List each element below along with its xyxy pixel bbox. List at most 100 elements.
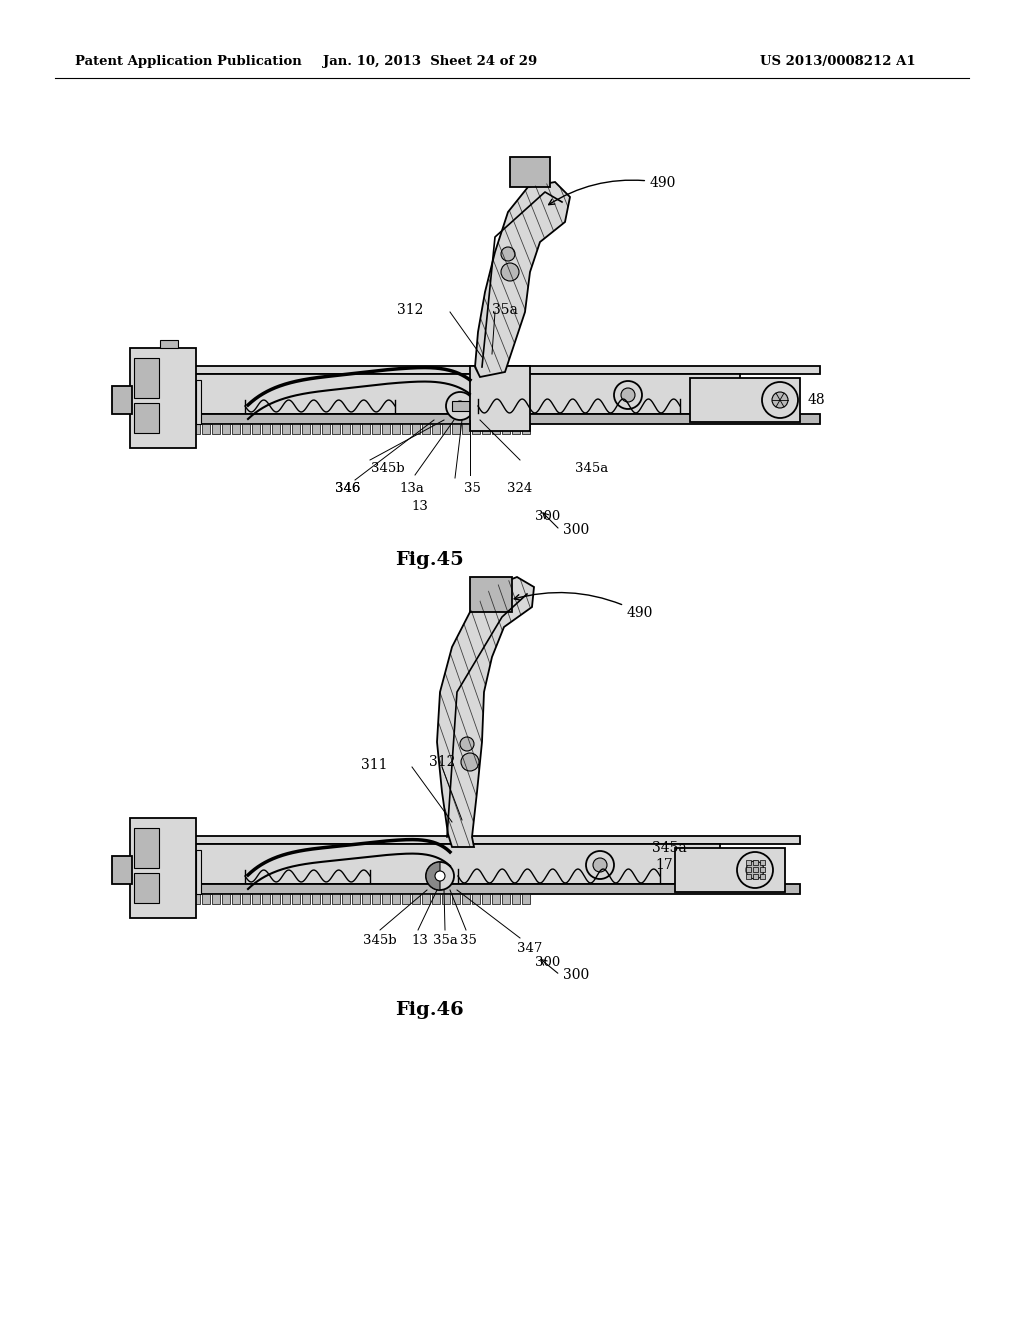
Bar [422, 894, 430, 904]
Bar [242, 894, 250, 904]
Bar [312, 894, 319, 904]
Bar [492, 894, 500, 904]
Bar [362, 894, 370, 904]
Polygon shape [510, 157, 550, 187]
Bar [196, 850, 201, 894]
Bar [753, 867, 758, 873]
Text: 300: 300 [536, 957, 560, 969]
Text: 312: 312 [397, 304, 423, 317]
Text: US 2013/0008212 A1: US 2013/0008212 A1 [760, 55, 915, 69]
Bar [432, 424, 440, 434]
Bar [502, 424, 510, 434]
Bar [746, 861, 751, 865]
Bar [512, 424, 520, 434]
Bar [322, 894, 330, 904]
Polygon shape [470, 577, 512, 612]
Bar [470, 366, 530, 432]
Bar [512, 894, 520, 904]
Text: 490: 490 [514, 593, 653, 620]
Circle shape [621, 388, 635, 403]
Bar [130, 818, 196, 917]
Bar [148, 836, 800, 843]
Bar [342, 424, 350, 434]
Circle shape [426, 862, 454, 890]
Bar [482, 894, 490, 904]
Text: 324: 324 [507, 482, 532, 495]
Bar [222, 894, 230, 904]
Bar [675, 847, 785, 892]
Text: 345b: 345b [364, 933, 397, 946]
Text: 48: 48 [808, 393, 825, 407]
Bar [382, 894, 390, 904]
Text: 312: 312 [429, 755, 456, 770]
Text: 35a: 35a [432, 933, 458, 946]
Bar [746, 867, 751, 873]
Bar [482, 424, 490, 434]
Bar [432, 894, 440, 904]
Text: 345a: 345a [575, 462, 608, 474]
Bar [292, 424, 300, 434]
Bar [162, 894, 170, 904]
Text: 346: 346 [335, 482, 360, 495]
Bar [746, 874, 751, 879]
Text: 17: 17 [655, 858, 673, 873]
Bar [232, 424, 240, 434]
Wedge shape [426, 862, 440, 890]
Bar [134, 403, 159, 433]
Bar [322, 424, 330, 434]
Text: 35: 35 [464, 482, 480, 495]
Bar [112, 855, 132, 884]
Bar [182, 894, 190, 904]
Text: 13: 13 [412, 499, 428, 512]
Circle shape [446, 392, 474, 420]
Bar [152, 424, 160, 434]
Bar [172, 424, 180, 434]
Bar [753, 874, 758, 879]
Bar [272, 424, 280, 434]
Bar [760, 861, 765, 865]
Text: 346: 346 [335, 482, 360, 495]
Bar [148, 843, 720, 884]
Bar [522, 894, 530, 904]
Text: 490: 490 [549, 176, 677, 205]
Bar [212, 424, 220, 434]
Bar [502, 894, 510, 904]
Circle shape [746, 861, 764, 879]
Text: 347: 347 [517, 941, 543, 954]
Bar [193, 894, 200, 904]
Text: 311: 311 [360, 758, 387, 772]
Circle shape [586, 851, 614, 879]
Bar [134, 828, 159, 869]
Text: 35: 35 [460, 933, 476, 946]
Bar [402, 894, 410, 904]
Circle shape [501, 247, 515, 261]
Bar [332, 894, 340, 904]
Bar [442, 424, 450, 434]
Bar [452, 401, 470, 411]
Bar [302, 424, 310, 434]
Text: 35a: 35a [493, 304, 518, 317]
Bar [282, 424, 290, 434]
Bar [160, 341, 178, 348]
Polygon shape [475, 182, 570, 378]
Text: 300: 300 [536, 510, 560, 523]
Bar [252, 894, 260, 904]
Bar [342, 894, 350, 904]
Text: 300: 300 [563, 968, 589, 982]
Text: 345b: 345b [371, 462, 404, 474]
Bar [760, 874, 765, 879]
Bar [152, 894, 160, 904]
Bar [372, 424, 380, 434]
Bar [332, 424, 340, 434]
Bar [172, 894, 180, 904]
Bar [362, 424, 370, 434]
Bar [312, 424, 319, 434]
Text: Jan. 10, 2013  Sheet 24 of 29: Jan. 10, 2013 Sheet 24 of 29 [323, 55, 538, 69]
Bar [760, 867, 765, 873]
Bar [130, 348, 196, 447]
Bar [148, 884, 800, 894]
Bar [452, 894, 460, 904]
Text: Patent Application Publication: Patent Application Publication [75, 55, 302, 69]
Text: 345a: 345a [652, 841, 687, 855]
Text: 13: 13 [412, 933, 428, 946]
